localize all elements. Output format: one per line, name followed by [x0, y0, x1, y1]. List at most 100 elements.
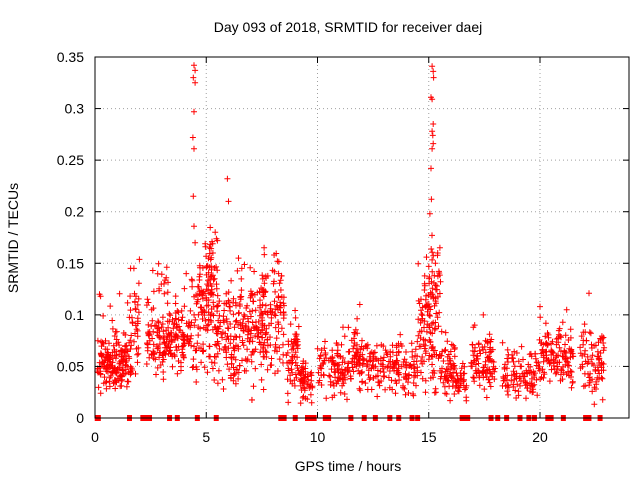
data-point: [419, 375, 426, 382]
data-point: [422, 377, 429, 384]
data-point: [477, 350, 484, 357]
data-point: [431, 389, 438, 396]
data-point: [276, 344, 283, 351]
x-tick-label: 20: [532, 429, 548, 445]
data-point: [334, 377, 341, 384]
data-point: [199, 348, 206, 355]
data-point: [323, 395, 330, 402]
data-point: [173, 315, 179, 322]
data-point: [159, 314, 166, 321]
data-point: [562, 341, 568, 348]
data-point: [221, 319, 227, 326]
data-point: [160, 328, 167, 335]
data-point: [173, 332, 180, 339]
data-point: [408, 340, 415, 347]
data-point: [461, 363, 468, 370]
data-point: [365, 367, 372, 374]
data-point: [308, 377, 315, 384]
data-point: [107, 373, 114, 379]
data-point: [504, 346, 511, 353]
data-point: [109, 317, 116, 324]
y-tick-label: 0.35: [57, 49, 84, 65]
x-axis-label: GPS time / hours: [295, 458, 402, 474]
data-point: [562, 356, 569, 363]
data-point: [532, 350, 539, 357]
data-point: [382, 386, 389, 393]
data-point: [567, 334, 574, 341]
data-point: [340, 324, 346, 331]
data-point: [318, 347, 325, 354]
data-point: [123, 352, 129, 359]
data-point: [327, 373, 334, 380]
data-point: [122, 361, 129, 368]
data-point: [504, 355, 511, 362]
data-point: [334, 342, 341, 348]
data-point: [135, 344, 142, 351]
data-point: [460, 370, 467, 377]
data-point: [359, 337, 365, 344]
data-point: [292, 371, 299, 378]
data-point: [143, 361, 150, 367]
data-point: [367, 350, 374, 357]
data-point: [109, 325, 116, 332]
data-point: [219, 329, 226, 336]
data-point: [231, 324, 238, 331]
data-point: [505, 351, 512, 358]
data-point: [505, 391, 512, 398]
data-point: [171, 353, 178, 360]
data-point: [421, 287, 428, 293]
data-point: [215, 340, 222, 347]
data-point: [488, 370, 495, 377]
data-point: [247, 334, 254, 341]
data-point: [178, 367, 184, 374]
data-point: [208, 273, 215, 280]
data-point: [421, 318, 428, 325]
data-point: [261, 251, 268, 258]
data-point: [363, 363, 370, 370]
data-point: [132, 306, 139, 313]
data-point: [208, 245, 215, 252]
data-point: [192, 67, 199, 74]
data-point: [131, 338, 137, 345]
data-point: [415, 297, 422, 304]
data-point: [232, 356, 239, 363]
data-point: [206, 343, 213, 350]
data-point: [358, 343, 365, 350]
data-point: [100, 340, 107, 347]
data-point: [275, 270, 282, 277]
data-point: [128, 342, 135, 349]
data-point: [448, 373, 455, 380]
data-point: [149, 267, 156, 274]
data-point: [221, 307, 228, 314]
data-point: [582, 329, 589, 336]
data-point: [579, 363, 586, 370]
data-point: [238, 265, 245, 272]
data-point: [237, 294, 244, 301]
data-point: [155, 260, 162, 267]
data-point: [250, 348, 256, 355]
data-point: [210, 299, 217, 306]
data-point: [261, 244, 268, 251]
data-point: [429, 285, 436, 292]
data-point: [540, 374, 547, 381]
data-point: [173, 321, 180, 328]
data-point: [568, 347, 575, 354]
data-point: [512, 387, 519, 394]
data-point: [114, 365, 121, 372]
data-point: [427, 313, 433, 319]
data-point: [201, 364, 208, 371]
data-point: [163, 344, 170, 351]
data-point: [297, 400, 304, 407]
data-point: [149, 335, 156, 342]
data-point: [113, 352, 120, 358]
data-point: [263, 349, 270, 356]
data-point: [352, 326, 359, 333]
data-point: [487, 349, 494, 356]
data-point: [135, 309, 142, 316]
data-point: [557, 333, 564, 340]
data-point: [457, 375, 464, 382]
data-point: [271, 278, 277, 285]
data-point: [247, 294, 254, 301]
y-tick-label: 0.05: [57, 358, 84, 374]
data-point: [203, 286, 210, 293]
